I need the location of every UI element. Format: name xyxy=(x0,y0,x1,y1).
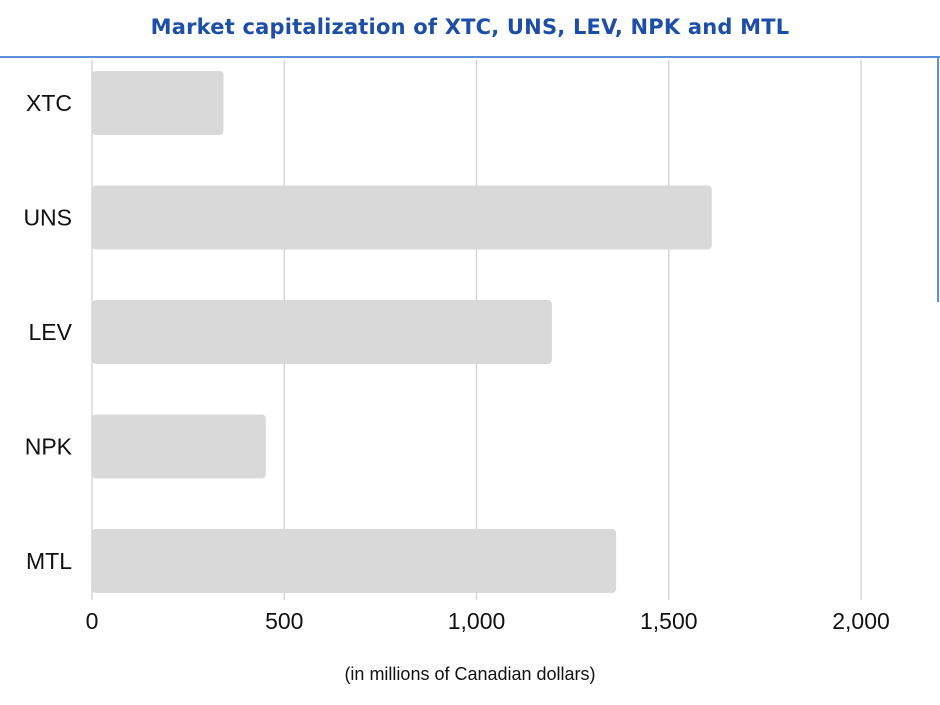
category-label-npk: NPK xyxy=(25,434,73,460)
chart-title: Market capitalization of XTC, UNS, LEV, … xyxy=(150,15,790,39)
bar-mtl xyxy=(92,529,617,593)
x-tick-label: 0 xyxy=(86,608,99,634)
bar-npk xyxy=(92,414,266,479)
category-label-uns: UNS xyxy=(23,205,72,231)
category-label-mtl: MTL xyxy=(26,548,72,574)
title-divider xyxy=(0,56,940,58)
bar-uns xyxy=(92,185,712,250)
bar-xtc xyxy=(92,71,224,135)
category-labels: XTC UNS LEV NPK MTL xyxy=(23,90,72,574)
x-tick-label: 500 xyxy=(265,608,303,634)
x-tick-label: 1,500 xyxy=(640,608,698,634)
tick-labels: 0 500 1,000 1,500 2,000 xyxy=(86,608,890,634)
side-accent-line xyxy=(937,56,939,302)
x-tick-label: 2,000 xyxy=(832,608,890,634)
bar-lev xyxy=(92,300,552,364)
x-tick-label: 1,000 xyxy=(448,608,506,634)
category-label-xtc: XTC xyxy=(26,90,72,116)
category-label-lev: LEV xyxy=(29,319,73,345)
bars xyxy=(92,71,712,593)
x-axis-label: (in millions of Canadian dollars) xyxy=(344,664,596,684)
